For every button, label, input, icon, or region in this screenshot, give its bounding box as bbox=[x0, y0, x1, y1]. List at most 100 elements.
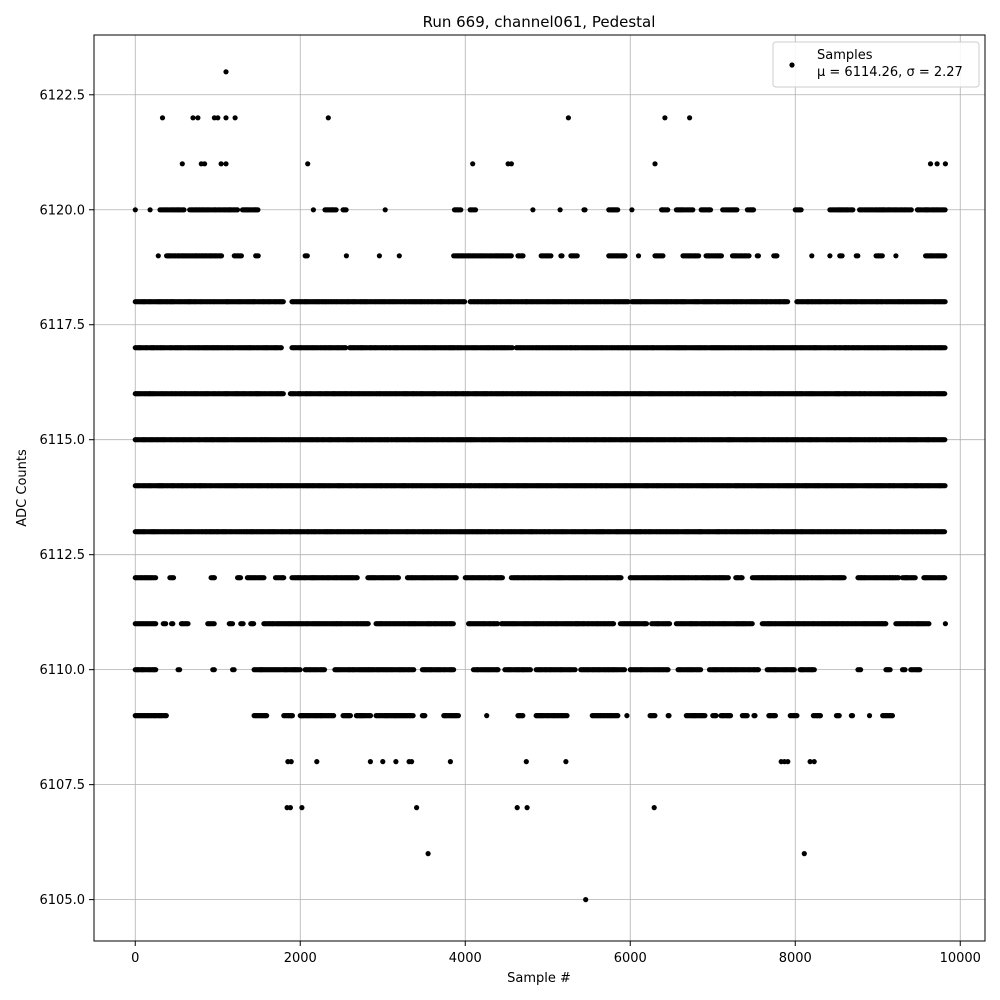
data-point bbox=[625, 299, 631, 305]
data-point bbox=[734, 207, 740, 213]
data-point bbox=[774, 253, 780, 259]
data-point bbox=[310, 207, 316, 213]
data-point bbox=[234, 207, 241, 213]
data-point bbox=[380, 759, 386, 765]
data-point bbox=[414, 805, 420, 811]
data-point bbox=[237, 575, 244, 581]
chart-title: Run 669, channel061, Pedestal bbox=[423, 13, 656, 31]
data-point bbox=[255, 253, 261, 259]
data-point bbox=[299, 805, 305, 811]
data-point bbox=[807, 759, 813, 765]
data-point bbox=[147, 207, 153, 213]
data-point bbox=[159, 115, 166, 121]
data-point bbox=[218, 253, 225, 259]
data-point bbox=[215, 115, 221, 121]
data-point bbox=[660, 253, 666, 259]
data-point bbox=[827, 253, 833, 259]
data-point bbox=[941, 529, 948, 535]
data-point bbox=[232, 115, 238, 121]
data-point bbox=[893, 253, 899, 259]
data-point bbox=[472, 207, 479, 213]
data-point bbox=[409, 759, 415, 765]
data-point bbox=[801, 851, 807, 857]
data-point bbox=[153, 575, 159, 581]
data-point bbox=[755, 253, 762, 259]
data-point bbox=[304, 253, 310, 259]
data-point bbox=[574, 253, 580, 259]
data-point bbox=[615, 207, 621, 213]
data-point bbox=[314, 759, 320, 765]
data-point bbox=[839, 253, 845, 259]
data-point bbox=[508, 253, 514, 259]
data-point bbox=[280, 299, 286, 305]
data-point bbox=[942, 345, 948, 351]
data-point bbox=[942, 391, 948, 397]
data-point bbox=[333, 207, 339, 213]
data-point bbox=[524, 805, 530, 811]
data-point bbox=[132, 207, 138, 213]
data-point bbox=[170, 575, 177, 581]
data-point bbox=[785, 759, 791, 765]
data-point bbox=[559, 253, 565, 259]
data-point bbox=[855, 253, 861, 259]
data-point bbox=[255, 207, 261, 213]
data-point bbox=[508, 161, 514, 167]
data-point bbox=[927, 161, 934, 167]
data-point bbox=[376, 253, 382, 259]
data-point bbox=[211, 575, 217, 581]
data-point bbox=[238, 253, 244, 259]
data-point bbox=[509, 345, 515, 351]
data-point bbox=[520, 253, 526, 259]
data-point bbox=[181, 207, 187, 213]
data-point bbox=[942, 207, 948, 213]
data-point bbox=[202, 161, 208, 167]
data-point bbox=[523, 759, 529, 765]
data-point bbox=[557, 207, 563, 213]
data-point bbox=[223, 115, 229, 121]
data-point bbox=[458, 207, 464, 213]
data-point bbox=[942, 161, 949, 167]
data-point bbox=[223, 69, 229, 75]
data-point bbox=[462, 299, 468, 305]
data-point bbox=[190, 115, 196, 121]
data-point bbox=[563, 759, 569, 765]
data-point bbox=[367, 759, 373, 765]
data-point bbox=[696, 253, 702, 259]
data-point bbox=[382, 207, 388, 213]
data-point bbox=[785, 299, 791, 305]
data-point bbox=[718, 253, 725, 259]
data-point bbox=[393, 759, 399, 765]
data-point bbox=[396, 253, 402, 259]
data-point bbox=[179, 161, 185, 167]
data-point bbox=[305, 161, 311, 167]
data-point bbox=[343, 253, 349, 259]
data-point bbox=[622, 253, 628, 259]
data-point bbox=[942, 253, 948, 259]
data-point bbox=[261, 575, 267, 581]
data-point bbox=[470, 161, 476, 167]
data-point bbox=[908, 207, 914, 213]
data-point bbox=[582, 207, 588, 213]
data-point bbox=[662, 115, 668, 121]
data-point bbox=[746, 253, 752, 259]
data-point bbox=[223, 161, 229, 167]
data-point bbox=[942, 299, 948, 305]
data-point bbox=[281, 575, 287, 581]
data-point bbox=[195, 115, 201, 121]
data-point bbox=[879, 253, 885, 259]
data-point bbox=[850, 207, 856, 213]
data-point bbox=[425, 851, 431, 857]
data-point bbox=[942, 437, 948, 443]
data-point bbox=[652, 161, 658, 167]
data-point bbox=[809, 253, 815, 259]
data-point bbox=[565, 115, 572, 121]
data-point bbox=[288, 759, 294, 765]
data-point bbox=[343, 207, 349, 213]
data-point bbox=[707, 207, 714, 213]
data-point bbox=[287, 805, 293, 811]
data-point bbox=[325, 115, 331, 121]
data-point bbox=[548, 253, 554, 259]
data-point bbox=[155, 253, 161, 259]
data-point bbox=[687, 115, 693, 121]
data-point bbox=[278, 345, 284, 351]
